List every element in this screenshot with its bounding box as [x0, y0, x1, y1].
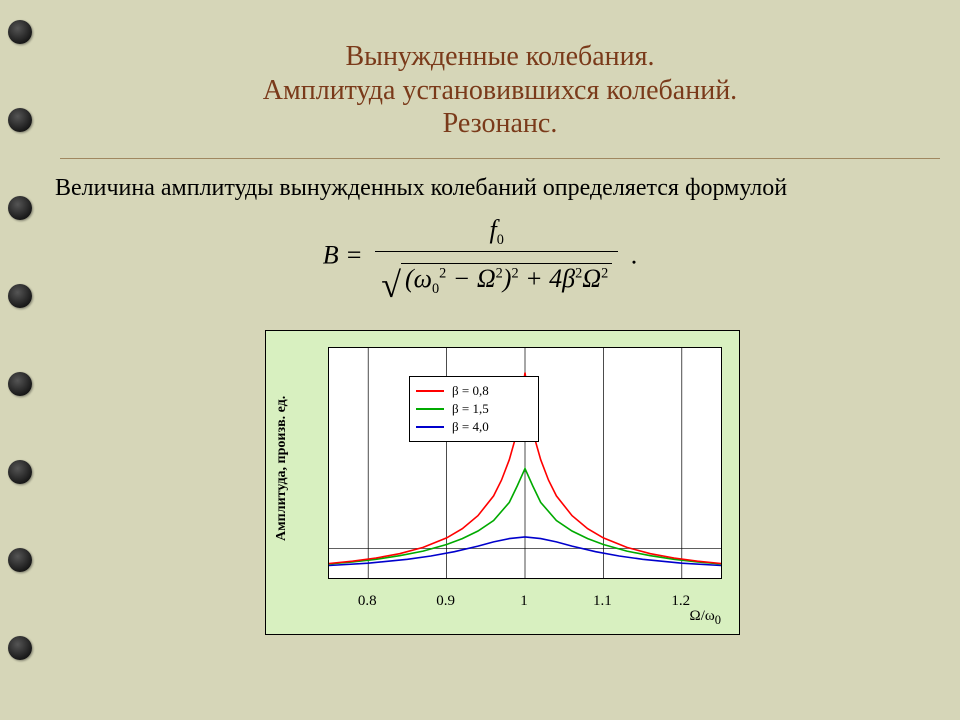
resonance-chart: Амплитуда, произв. ед. β = 0,8β = 1,5β =…	[265, 330, 740, 635]
legend-item: β = 4,0	[416, 419, 532, 435]
body-text: Величина амплитуды вынужденных колебаний…	[55, 175, 930, 202]
formula-numerator: f0	[375, 215, 618, 252]
title-line-2: Амплитуда установившихся колебаний.	[60, 74, 940, 108]
legend-swatch	[416, 426, 444, 428]
title-line-1: Вынужденные колебания.	[60, 40, 940, 74]
legend-swatch	[416, 408, 444, 410]
formula-lhs: B =	[323, 241, 363, 270]
title-line-3: Резонанс.	[60, 107, 940, 141]
binder-hole	[8, 636, 32, 660]
chart-xticks: 0.8 0.9 1 1.1 1.2	[328, 583, 722, 611]
chart-xlabel: Ω/ω0	[690, 608, 721, 628]
binder-hole	[8, 460, 32, 484]
xtick-label: 0.8	[358, 593, 377, 610]
formula-end: .	[631, 241, 638, 270]
legend-label: β = 1,5	[452, 401, 489, 417]
binder-holes	[0, 0, 40, 720]
binder-hole	[8, 372, 32, 396]
legend-label: β = 0,8	[452, 383, 489, 399]
slide-title: Вынужденные колебания. Амплитуда установ…	[60, 40, 940, 141]
legend-item: β = 1,5	[416, 401, 532, 417]
chart-plot-area: β = 0,8 β = 1,5 β = 4,0	[328, 347, 722, 579]
binder-hole	[8, 548, 32, 572]
formula: B = f0 √ (ω02 − Ω2)2 + 4β2Ω2 .	[0, 215, 960, 300]
chart-legend: β = 0,8 β = 1,5 β = 4,0	[409, 376, 539, 442]
chart-ylabel: Амплитуда, произв. ед.	[274, 396, 290, 541]
xtick-label: 1.2	[671, 593, 690, 610]
formula-denominator: √ (ω02 − Ω2)2 + 4β2Ω2	[375, 252, 618, 300]
legend-swatch	[416, 390, 444, 392]
binder-hole	[8, 20, 32, 44]
legend-label: β = 4,0	[452, 419, 489, 435]
xtick-label: 1.1	[593, 593, 612, 610]
binder-hole	[8, 108, 32, 132]
xtick-label: 0.9	[436, 593, 455, 610]
title-divider	[60, 158, 940, 159]
xtick-label: 1	[520, 593, 528, 610]
legend-item: β = 0,8	[416, 383, 532, 399]
